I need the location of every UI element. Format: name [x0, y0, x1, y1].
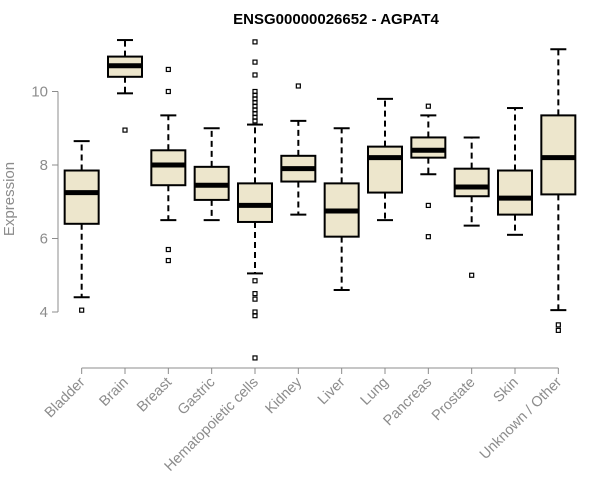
- outlier-point: [165, 66, 171, 73]
- outlier-point: [122, 127, 128, 133]
- outlier-point: [79, 307, 85, 313]
- box-liver: [323, 127, 360, 291]
- box-skin: [497, 107, 533, 236]
- x-tick-label: Breast: [134, 375, 175, 416]
- outlier-point: [425, 103, 431, 109]
- outlier-point: [252, 296, 258, 302]
- x-tick-label: Brain: [97, 375, 132, 410]
- y-axis-label: Expression: [1, 162, 18, 236]
- x-tick-label: Kidney: [262, 374, 305, 417]
- x-tick-label: Prostate: [429, 375, 478, 424]
- box-breast: [150, 66, 187, 264]
- iqr-box: [150, 149, 187, 187]
- iqr-box: [497, 169, 533, 216]
- box-brain: [107, 39, 143, 133]
- x-tick-label: Unknown / Other: [477, 374, 565, 462]
- outlier-point: [555, 322, 561, 328]
- outlier-point: [425, 234, 431, 240]
- y-tick-label: 10: [31, 84, 48, 101]
- outlier-point: [252, 278, 258, 284]
- iqr-box: [367, 145, 403, 194]
- iqr-box: [540, 114, 577, 196]
- chart-title: ENSG00000026652 - AGPAT4: [233, 11, 439, 28]
- x-tick-label: Lung: [358, 375, 392, 409]
- box-bladder: [63, 140, 100, 313]
- box-unknown-other: [540, 48, 577, 333]
- outlier-point: [252, 39, 258, 45]
- outlier-point: [425, 202, 431, 209]
- y-tick-label: 8: [40, 157, 48, 174]
- iqr-box: [63, 169, 100, 225]
- x-tick-label: Bladder: [42, 374, 89, 421]
- outlier-point: [555, 327, 561, 333]
- box-pancreas: [410, 103, 447, 240]
- iqr-box: [410, 136, 447, 159]
- outlier-point: [469, 272, 475, 278]
- x-tick-label: Pancreas: [381, 375, 436, 430]
- y-axis: 4 6 8 10: [31, 84, 59, 321]
- box-prostate: [453, 136, 490, 278]
- x-tick-label: Skin: [491, 375, 522, 406]
- x-tick-label: Liver: [315, 374, 349, 408]
- box-lung: [367, 97, 403, 222]
- box-kidney: [280, 83, 317, 216]
- outlier-point: [252, 118, 258, 124]
- outlier-point: [252, 291, 258, 297]
- outlier-point: [252, 72, 258, 78]
- iqr-box: [237, 182, 273, 223]
- boxes: [63, 39, 577, 361]
- y-tick-label: 6: [40, 231, 48, 248]
- box-hematopoietic-cells: [237, 39, 273, 361]
- outlier-point: [252, 313, 258, 319]
- iqr-box: [453, 167, 490, 198]
- outlier-point: [295, 83, 301, 89]
- outlier-point: [252, 355, 258, 361]
- outlier-point: [165, 88, 171, 95]
- y-tick-label: 4: [40, 304, 48, 321]
- outlier-point: [165, 257, 171, 264]
- box-gastric: [193, 127, 230, 222]
- outlier-point: [165, 246, 171, 253]
- outlier-point: [252, 59, 258, 65]
